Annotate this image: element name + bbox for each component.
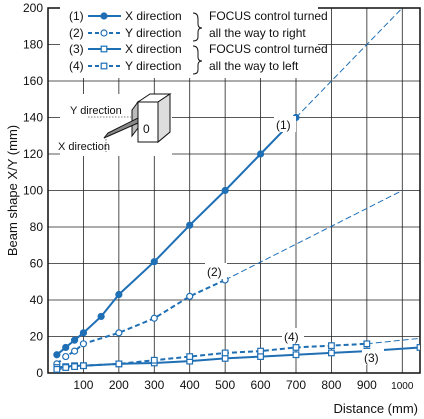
y-tick-label: 60 [30,257,44,271]
data-point [186,292,194,300]
series-annotation-4: (4) [284,330,299,344]
data-point [186,221,194,229]
data-point [80,362,87,370]
series-2-extrapolation [224,190,403,281]
data-point [363,340,371,348]
x-tick-label: 900 [357,378,377,392]
x-tick-label: 200 [109,378,129,392]
y-tick-label: 120 [23,147,43,161]
legend-brace-2 [192,45,203,75]
x-tick-label: 800 [321,378,341,392]
x-tick-label: 600 [251,378,271,392]
data-point [328,349,335,357]
legend-swatches [88,12,121,70]
y-tick-label: 0 [36,366,43,380]
data-point [70,336,79,344]
legend-text-3: X direction [125,42,182,56]
data-point [186,353,194,360]
data-point [115,360,123,368]
legend-text-1: X direction [125,9,182,23]
series-2 [53,190,403,368]
x-tick-label: 300 [144,378,164,392]
data-point [100,12,108,20]
series-annotation-1: (1) [276,118,291,132]
data-point [79,329,88,337]
data-point [62,364,70,371]
data-point [328,342,335,350]
legend-brace-text-1b: all the way to right [209,26,306,40]
series-1-extrapolation [295,8,403,118]
data-point [257,353,264,360]
data-point [53,351,61,359]
series-4 [53,337,420,373]
y-tick-label: 20 [30,330,44,344]
data-point [100,29,108,37]
ticks: 100 200 300 400 500 600 700 800 900 1000020406080… [23,1,414,392]
data-point [150,258,158,266]
sensor-body-right [157,93,171,144]
data-point [53,365,61,373]
data-point [221,186,229,195]
legend-label-4: (4) [69,59,84,73]
data-point [62,352,70,361]
data-point [79,340,88,348]
data-point [256,150,265,158]
series-annotations: (1) (2) (4) (3) [205,116,384,365]
data-point [71,363,78,371]
data-point [416,344,420,351]
x-tick-label: 100 [73,378,93,392]
data-point [257,347,264,355]
y-tick-label: 40 [30,293,44,307]
x-tick-label: 500 [215,378,235,392]
data-point [221,349,229,357]
annot-bg-3 [362,349,384,365]
legend-text-4: Y direction [125,59,181,73]
legend-brace-text-2b: all the way to left [209,59,299,73]
sensor-digit: 0 [143,122,150,136]
series-2-line [56,279,226,365]
x-tick-label: 1000 [391,381,414,392]
data-point [62,343,70,352]
data-point [221,355,229,362]
data-point [115,329,123,337]
data-point [150,314,158,322]
legend-label-1: (1) [69,9,84,23]
y-tick-label: 160 [23,74,43,88]
data-point [292,344,300,351]
legend-text-2: Y direction [125,26,181,40]
data-point [115,290,123,299]
data-point [100,45,108,53]
annot-bg-4 [282,328,304,344]
y-tick-label: 80 [30,220,44,234]
series-annotation-2: (2) [207,265,222,279]
data-point [97,312,105,321]
series-layer [53,8,420,373]
y-tick-label: 100 [23,184,43,198]
y-axis-label: Beam shape X/Y (mm) [5,125,20,256]
annot-bg-2 [205,263,227,279]
sensor-inset: 0 Y direction X direction [58,93,172,156]
data-point [150,356,158,364]
legend-brace-1 [192,12,203,42]
sensor-y-label: Y direction [70,105,122,117]
x-axis-label: Distance (mm) [333,401,418,416]
x-tick-label: 400 [180,378,200,392]
legend-label-2: (2) [69,26,84,40]
x-tick-label: 700 [286,378,306,392]
legend-label-3: (3) [69,42,84,56]
annot-bg-1 [274,116,296,132]
data-point [100,62,108,70]
legend: (1) (2) (3) (4) X direction Y direction … [60,6,328,78]
data-point [292,351,300,359]
beam-emitter [103,117,139,139]
series-annotation-3: (3) [364,351,379,365]
y-tick-label: 200 [23,1,43,15]
data-point [70,347,79,355]
y-tick-label: 140 [23,111,43,125]
y-tick-label: 180 [23,38,43,52]
legend-brace-text-2: FOCUS control turned [209,42,328,56]
legend-brace-text-1: FOCUS control turned [209,9,328,23]
sensor-x-label: X direction [58,141,110,153]
